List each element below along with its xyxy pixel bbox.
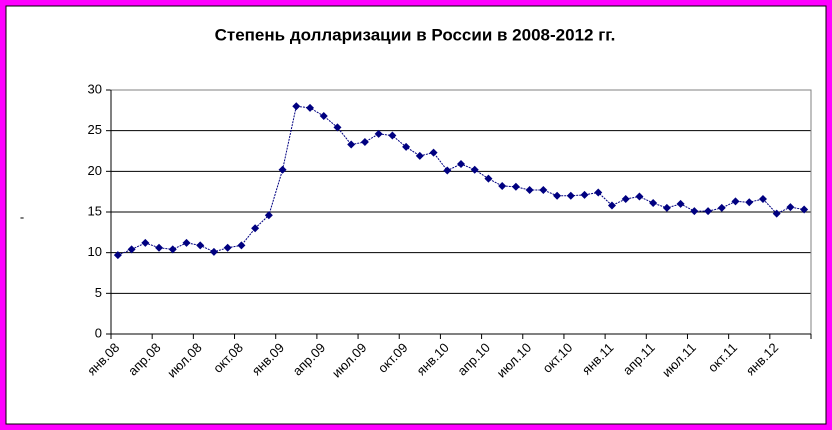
marker bbox=[209, 247, 218, 256]
y-tick-label: 20 bbox=[88, 163, 102, 178]
marker bbox=[292, 102, 301, 111]
marker bbox=[717, 203, 726, 212]
y-tick-label: 10 bbox=[88, 244, 102, 259]
marker bbox=[649, 199, 658, 208]
marker bbox=[498, 181, 507, 190]
marker bbox=[388, 131, 397, 140]
marker bbox=[566, 191, 575, 200]
marker bbox=[443, 166, 452, 175]
marker bbox=[127, 245, 136, 254]
marker bbox=[429, 148, 438, 157]
marker bbox=[470, 165, 479, 174]
marker bbox=[347, 140, 356, 149]
marker bbox=[800, 205, 809, 214]
marker bbox=[196, 241, 205, 250]
chart-area bbox=[5, 5, 827, 425]
marker bbox=[360, 138, 369, 147]
marker bbox=[772, 209, 781, 218]
marker bbox=[553, 191, 562, 200]
y-tick-label: 30 bbox=[88, 81, 102, 96]
marker bbox=[306, 103, 315, 112]
marker bbox=[607, 201, 616, 210]
marker bbox=[278, 165, 287, 174]
marker bbox=[237, 241, 246, 250]
marker bbox=[594, 188, 603, 197]
marker bbox=[662, 203, 671, 212]
y-axis-label: - bbox=[20, 209, 24, 224]
marker bbox=[745, 198, 754, 207]
marker bbox=[786, 203, 795, 212]
marker bbox=[580, 190, 589, 199]
y-tick-label: 5 bbox=[95, 285, 102, 300]
marker bbox=[539, 186, 548, 195]
marker bbox=[690, 207, 699, 216]
y-tick-label: 0 bbox=[95, 325, 102, 340]
marker bbox=[251, 224, 260, 233]
marker bbox=[525, 186, 534, 195]
marker bbox=[484, 174, 493, 183]
chart-title: Степень долларизации в России в 2008-201… bbox=[215, 25, 616, 44]
marker bbox=[415, 151, 424, 160]
marker bbox=[168, 245, 177, 254]
marker bbox=[635, 192, 644, 201]
marker bbox=[319, 112, 328, 121]
marker bbox=[511, 182, 520, 191]
marker bbox=[676, 199, 685, 208]
marker bbox=[182, 238, 191, 247]
marker bbox=[704, 207, 713, 216]
marker bbox=[141, 238, 150, 247]
marker bbox=[731, 197, 740, 206]
marker bbox=[621, 194, 630, 203]
y-tick-label: 15 bbox=[88, 203, 102, 218]
marker bbox=[758, 194, 767, 203]
marker bbox=[374, 129, 383, 138]
y-tick-label: 25 bbox=[88, 122, 102, 137]
marker bbox=[457, 160, 465, 169]
marker bbox=[155, 243, 164, 252]
marker bbox=[223, 243, 232, 252]
marker bbox=[333, 123, 342, 132]
marker bbox=[264, 211, 273, 220]
marker bbox=[113, 251, 122, 260]
marker bbox=[402, 142, 411, 151]
